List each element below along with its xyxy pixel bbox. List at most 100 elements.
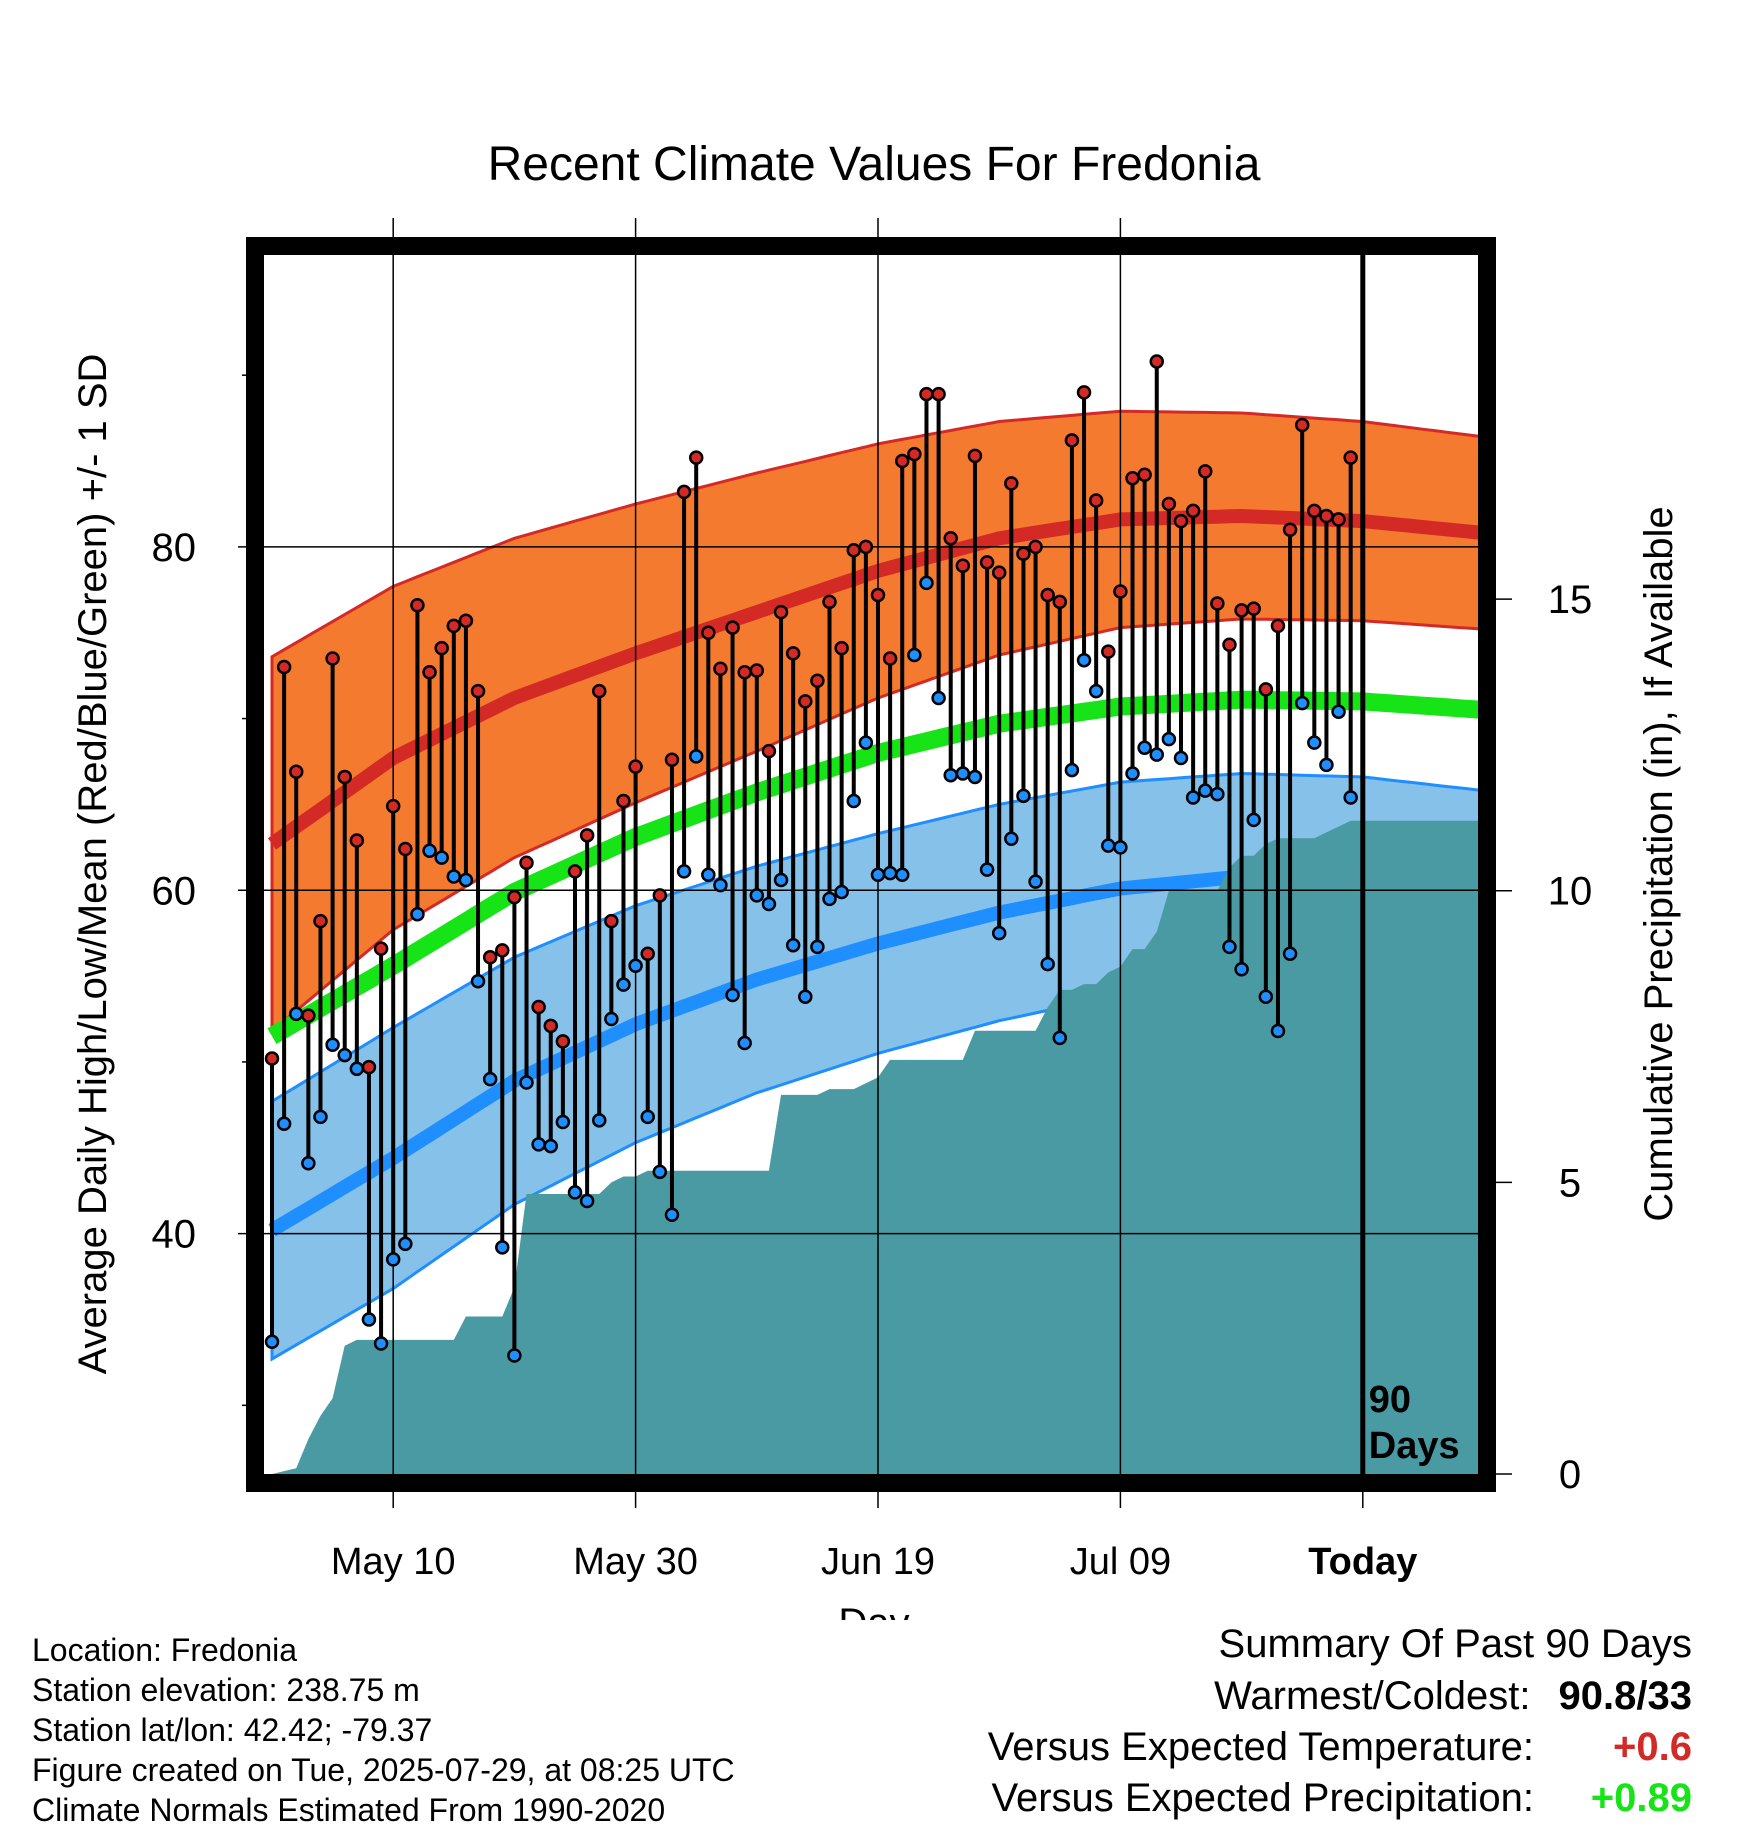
low-temp-point bbox=[870, 867, 886, 883]
high-temp-point bbox=[288, 764, 304, 780]
high-temp-point bbox=[1004, 476, 1019, 491]
low-temp-point bbox=[470, 973, 486, 989]
high-temp-point bbox=[495, 943, 510, 958]
plot-frame bbox=[246, 237, 1496, 1492]
low-temp-point bbox=[822, 891, 837, 907]
low-temp-point bbox=[422, 843, 437, 859]
high-temp-point bbox=[1319, 508, 1334, 524]
info-created: Figure created on Tue, 2025-07-29, at 08… bbox=[32, 1752, 735, 1788]
y2-tick-label: 15 bbox=[1548, 578, 1593, 622]
x-axis: May 10 May 30 Jun 19 Jul 09 Today bbox=[331, 1490, 1417, 1583]
high-temp-point bbox=[1137, 467, 1152, 483]
low-temp-point bbox=[907, 647, 922, 663]
low-temp-point bbox=[1258, 989, 1274, 1004]
high-temp-point bbox=[337, 769, 352, 785]
high-temp-point bbox=[943, 531, 958, 546]
high-temp-point bbox=[1161, 496, 1177, 512]
high-temp-point bbox=[1222, 637, 1237, 652]
low-temp-point bbox=[701, 867, 716, 883]
high-temp-point bbox=[882, 651, 898, 666]
high-temp-point bbox=[482, 949, 498, 965]
y2-tick-label: 0 bbox=[1559, 1453, 1581, 1497]
high-temp-point bbox=[1258, 682, 1274, 697]
low-temp-point bbox=[991, 925, 1007, 941]
summary-row-warmest: Warmest/Coldest: 90.8/33 bbox=[932, 1674, 1692, 1725]
low-temp-point bbox=[1222, 939, 1237, 955]
low-temp-point bbox=[1052, 1030, 1068, 1046]
low-temp-point bbox=[955, 766, 971, 781]
low-temp-point bbox=[628, 958, 643, 974]
low-temp-point bbox=[458, 872, 474, 888]
high-temp-point bbox=[1088, 493, 1104, 508]
high-temp-point bbox=[1125, 470, 1140, 486]
summary-temp-value: +0.6 bbox=[1613, 1725, 1692, 1769]
high-temp-point bbox=[894, 453, 910, 469]
low-temp-point bbox=[507, 1348, 522, 1363]
low-temp-point bbox=[1294, 695, 1310, 711]
high-temp-point bbox=[325, 651, 340, 666]
high-temp-point bbox=[1197, 464, 1213, 479]
low-temp-point bbox=[567, 1185, 583, 1200]
low-temp-point bbox=[1004, 831, 1019, 846]
low-temp-point bbox=[640, 1109, 655, 1125]
x-tick-label: Jul 09 bbox=[1070, 1541, 1171, 1583]
high-temp-point bbox=[555, 1034, 571, 1049]
high-temp-point bbox=[1331, 512, 1346, 527]
high-temp-point bbox=[676, 484, 692, 500]
low-temp-point bbox=[1076, 652, 1092, 668]
high-temp-point bbox=[1185, 503, 1201, 519]
high-temp-point bbox=[1282, 522, 1298, 537]
high-temp-point bbox=[446, 618, 462, 634]
daily-range-bars bbox=[270, 361, 1353, 1356]
high-temp-point bbox=[373, 941, 389, 956]
high-temp-point bbox=[967, 448, 983, 464]
info-normals: Climate Normals Estimated From 1990-2020 bbox=[32, 1792, 666, 1828]
high-temp-point bbox=[434, 640, 449, 656]
high-temp-point bbox=[761, 743, 777, 759]
high-temp-point bbox=[955, 558, 971, 574]
x-axis-label: Day bbox=[838, 1601, 909, 1620]
high-temp-point bbox=[931, 386, 946, 402]
low-temp-point bbox=[410, 907, 425, 922]
summary-row-precip: Versus Expected Precipitation: +0.89 bbox=[932, 1776, 1692, 1827]
low-temp-point bbox=[579, 1193, 595, 1209]
low-temp-point bbox=[1307, 735, 1322, 750]
summary-warmest-value: 90.8/33 bbox=[1558, 1674, 1692, 1718]
high-temp-point bbox=[652, 888, 668, 903]
today-days-label-number: 90 bbox=[1369, 1379, 1411, 1421]
high-temp-point bbox=[725, 620, 740, 635]
y-axis-right: 0 5 10 15 bbox=[1487, 578, 1592, 1497]
high-temp-point bbox=[1270, 618, 1286, 634]
low-temp-point bbox=[810, 939, 825, 955]
low-temp-point bbox=[1173, 750, 1189, 766]
low-temp-point bbox=[1016, 788, 1031, 804]
high-temp-point bbox=[507, 889, 522, 905]
low-temp-point bbox=[931, 690, 946, 706]
low-temp-point bbox=[288, 1006, 304, 1022]
high-temp-point bbox=[1149, 354, 1165, 369]
low-temp-point bbox=[313, 1109, 328, 1125]
low-temp-point bbox=[919, 575, 934, 591]
x-tick-label: May 10 bbox=[331, 1541, 456, 1583]
high-temp-point bbox=[1052, 594, 1068, 610]
low-temp-point bbox=[1040, 956, 1055, 972]
y-axis-right-label: Cumulative Precipitation (in), If Availa… bbox=[1637, 506, 1681, 1221]
low-temp-point bbox=[882, 865, 898, 881]
high-temp-point bbox=[470, 683, 486, 699]
high-temp-point bbox=[713, 661, 728, 677]
low-temp-point bbox=[373, 1336, 389, 1351]
high-temp-point bbox=[749, 663, 765, 678]
high-temp-point bbox=[313, 913, 328, 929]
high-temp-point bbox=[919, 386, 934, 402]
today-days-label-word: Days bbox=[1369, 1425, 1460, 1467]
high-temp-point bbox=[519, 855, 534, 871]
low-temp-point bbox=[616, 977, 631, 992]
low-temp-point bbox=[846, 793, 862, 809]
high-temp-point bbox=[349, 833, 365, 848]
low-temp-point bbox=[604, 1011, 619, 1027]
high-temp-point bbox=[1307, 503, 1322, 519]
high-temp-point bbox=[301, 1008, 316, 1023]
x-tick-label: Today bbox=[1308, 1541, 1417, 1583]
low-temp-point bbox=[1161, 731, 1177, 747]
summary-temp-label: Versus Expected Temperature: bbox=[987, 1725, 1534, 1769]
